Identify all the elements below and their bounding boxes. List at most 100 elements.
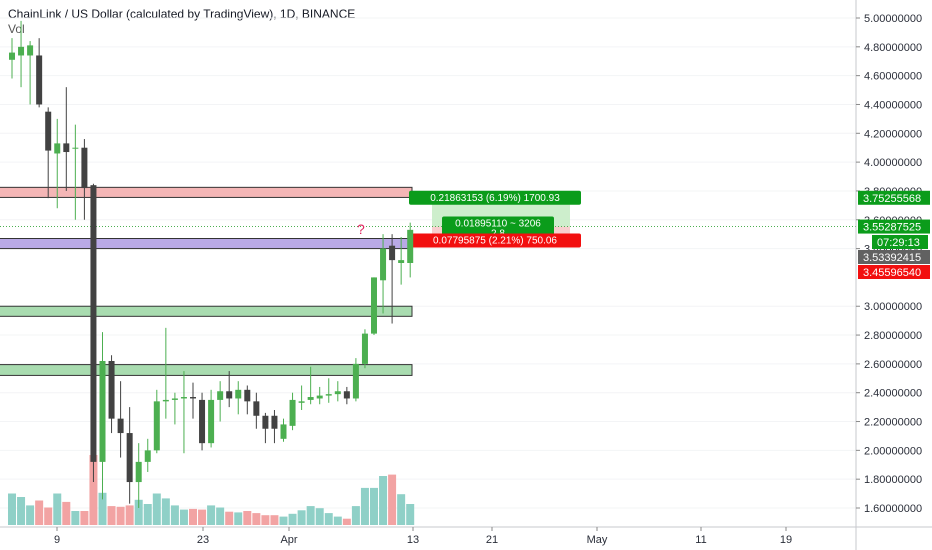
volume-bar [89, 455, 98, 525]
candle-body [72, 147, 79, 149]
candle-body [361, 333, 368, 364]
volume-bar [315, 508, 324, 525]
volume-bar [152, 493, 161, 525]
volume-bar [397, 494, 406, 525]
candle-body [280, 424, 287, 439]
candle-body [343, 391, 350, 399]
volume-bar [198, 509, 207, 525]
candle-body [244, 389, 251, 402]
candle-body [45, 111, 52, 151]
volume-bar [342, 518, 351, 525]
volume-bar [406, 504, 415, 525]
volume-bar [370, 487, 378, 525]
stop-label-text: 0.07795875 (2.21%) 750.06 [433, 236, 557, 247]
volume-bar [225, 511, 234, 525]
price-tag-text: 07:29:13 [877, 237, 920, 249]
volume-indicator-label[interactable]: Vol [8, 22, 25, 36]
x-tick-label: Apr [280, 534, 297, 546]
volume-bar [116, 506, 125, 525]
y-tick-label: 2.20000000 [864, 417, 922, 429]
candle-body [81, 147, 88, 189]
volume-bar [252, 513, 261, 525]
zone-green [0, 364, 413, 376]
stop-label-bg [409, 233, 581, 248]
candle-body [334, 391, 341, 395]
candles [9, 20, 414, 508]
volume-bar [35, 500, 44, 525]
volume-bar [351, 506, 360, 525]
x-tick-label: 19 [780, 534, 792, 546]
volume-bar [98, 492, 107, 525]
candle-body [380, 248, 387, 281]
y-tick-label: 4.80000000 [864, 42, 922, 54]
candle-body [289, 399, 296, 426]
volume-bars [8, 455, 415, 525]
x-tick-label: 9 [54, 534, 60, 546]
volume-bar [279, 516, 288, 525]
price-tag-text: 3.75255568 [863, 193, 921, 205]
y-tick-label: 1.60000000 [864, 503, 922, 515]
candle-body [190, 397, 196, 399]
volume-bar [306, 506, 315, 525]
y-tick-label: 3.00000000 [864, 301, 922, 313]
volume-bar [107, 506, 116, 525]
zone-purple [0, 238, 413, 250]
candle-body [144, 450, 151, 462]
volume-bar [288, 513, 297, 525]
volume-bar [17, 497, 26, 525]
candle-body [90, 185, 97, 462]
candle-body [316, 395, 323, 399]
candle-body [262, 415, 269, 429]
candle-body [371, 277, 377, 334]
risk-reward-label-text: 0.01895110 ~ 3206 [455, 219, 541, 230]
y-tick-label: 4.60000000 [864, 71, 922, 83]
volume-bar [143, 504, 152, 525]
volume-bar [189, 508, 197, 525]
volume-bar [125, 505, 134, 525]
volume-bar [44, 507, 53, 525]
position-tool: 0.21863153 (6.19%) 1700.93 0.01895110 ~ 3… [0, 190, 856, 248]
volume-bar [62, 501, 71, 525]
candle-body [126, 433, 133, 483]
candle-body [199, 399, 206, 444]
candle-body [99, 361, 106, 462]
candle-body [180, 397, 187, 399]
candle-body [117, 418, 124, 434]
candle-body [235, 389, 242, 399]
candle-body [108, 361, 115, 419]
y-tick-label: 2.00000000 [864, 445, 922, 457]
x-tick-label: 21 [486, 534, 498, 546]
price-tag-last [858, 250, 930, 264]
zones [0, 186, 413, 376]
volume-bar [360, 487, 369, 525]
x-tick-label: May [587, 534, 608, 546]
zone-green [0, 305, 413, 317]
volume-bar [71, 511, 80, 525]
x-tick-label: 23 [197, 534, 209, 546]
candle-body [271, 415, 278, 429]
candle-body [307, 397, 314, 400]
candle-body [389, 245, 396, 261]
target-label-bg [409, 190, 581, 205]
candle-body [325, 394, 332, 396]
candle-body [162, 399, 169, 402]
volume-bar [333, 516, 342, 525]
candle-body [135, 461, 142, 483]
volume-bar [161, 498, 170, 525]
candle-body [407, 229, 414, 263]
target-label-text: 0.21863153 (6.19%) 1700.93 [430, 193, 560, 204]
volume-bar [379, 476, 388, 525]
price-tag-text: 3.55287525 [863, 222, 921, 234]
volume-bar [261, 515, 270, 525]
candle-body [208, 399, 215, 444]
volume-bar [134, 499, 143, 525]
price-labels: 3.75255568 3.55287525 07:29:13 3.53392415 3.… [858, 190, 930, 279]
stop-label: 0.07795875 (2.21%) 750.06 [409, 233, 581, 248]
risk-reward-label-bg [442, 216, 554, 239]
candle-body [352, 363, 359, 399]
candle-body [18, 46, 25, 56]
price-tag-text: 3.45596540 [863, 267, 921, 279]
y-tick-label: 2.60000000 [864, 359, 922, 371]
volume-bar [234, 512, 243, 525]
